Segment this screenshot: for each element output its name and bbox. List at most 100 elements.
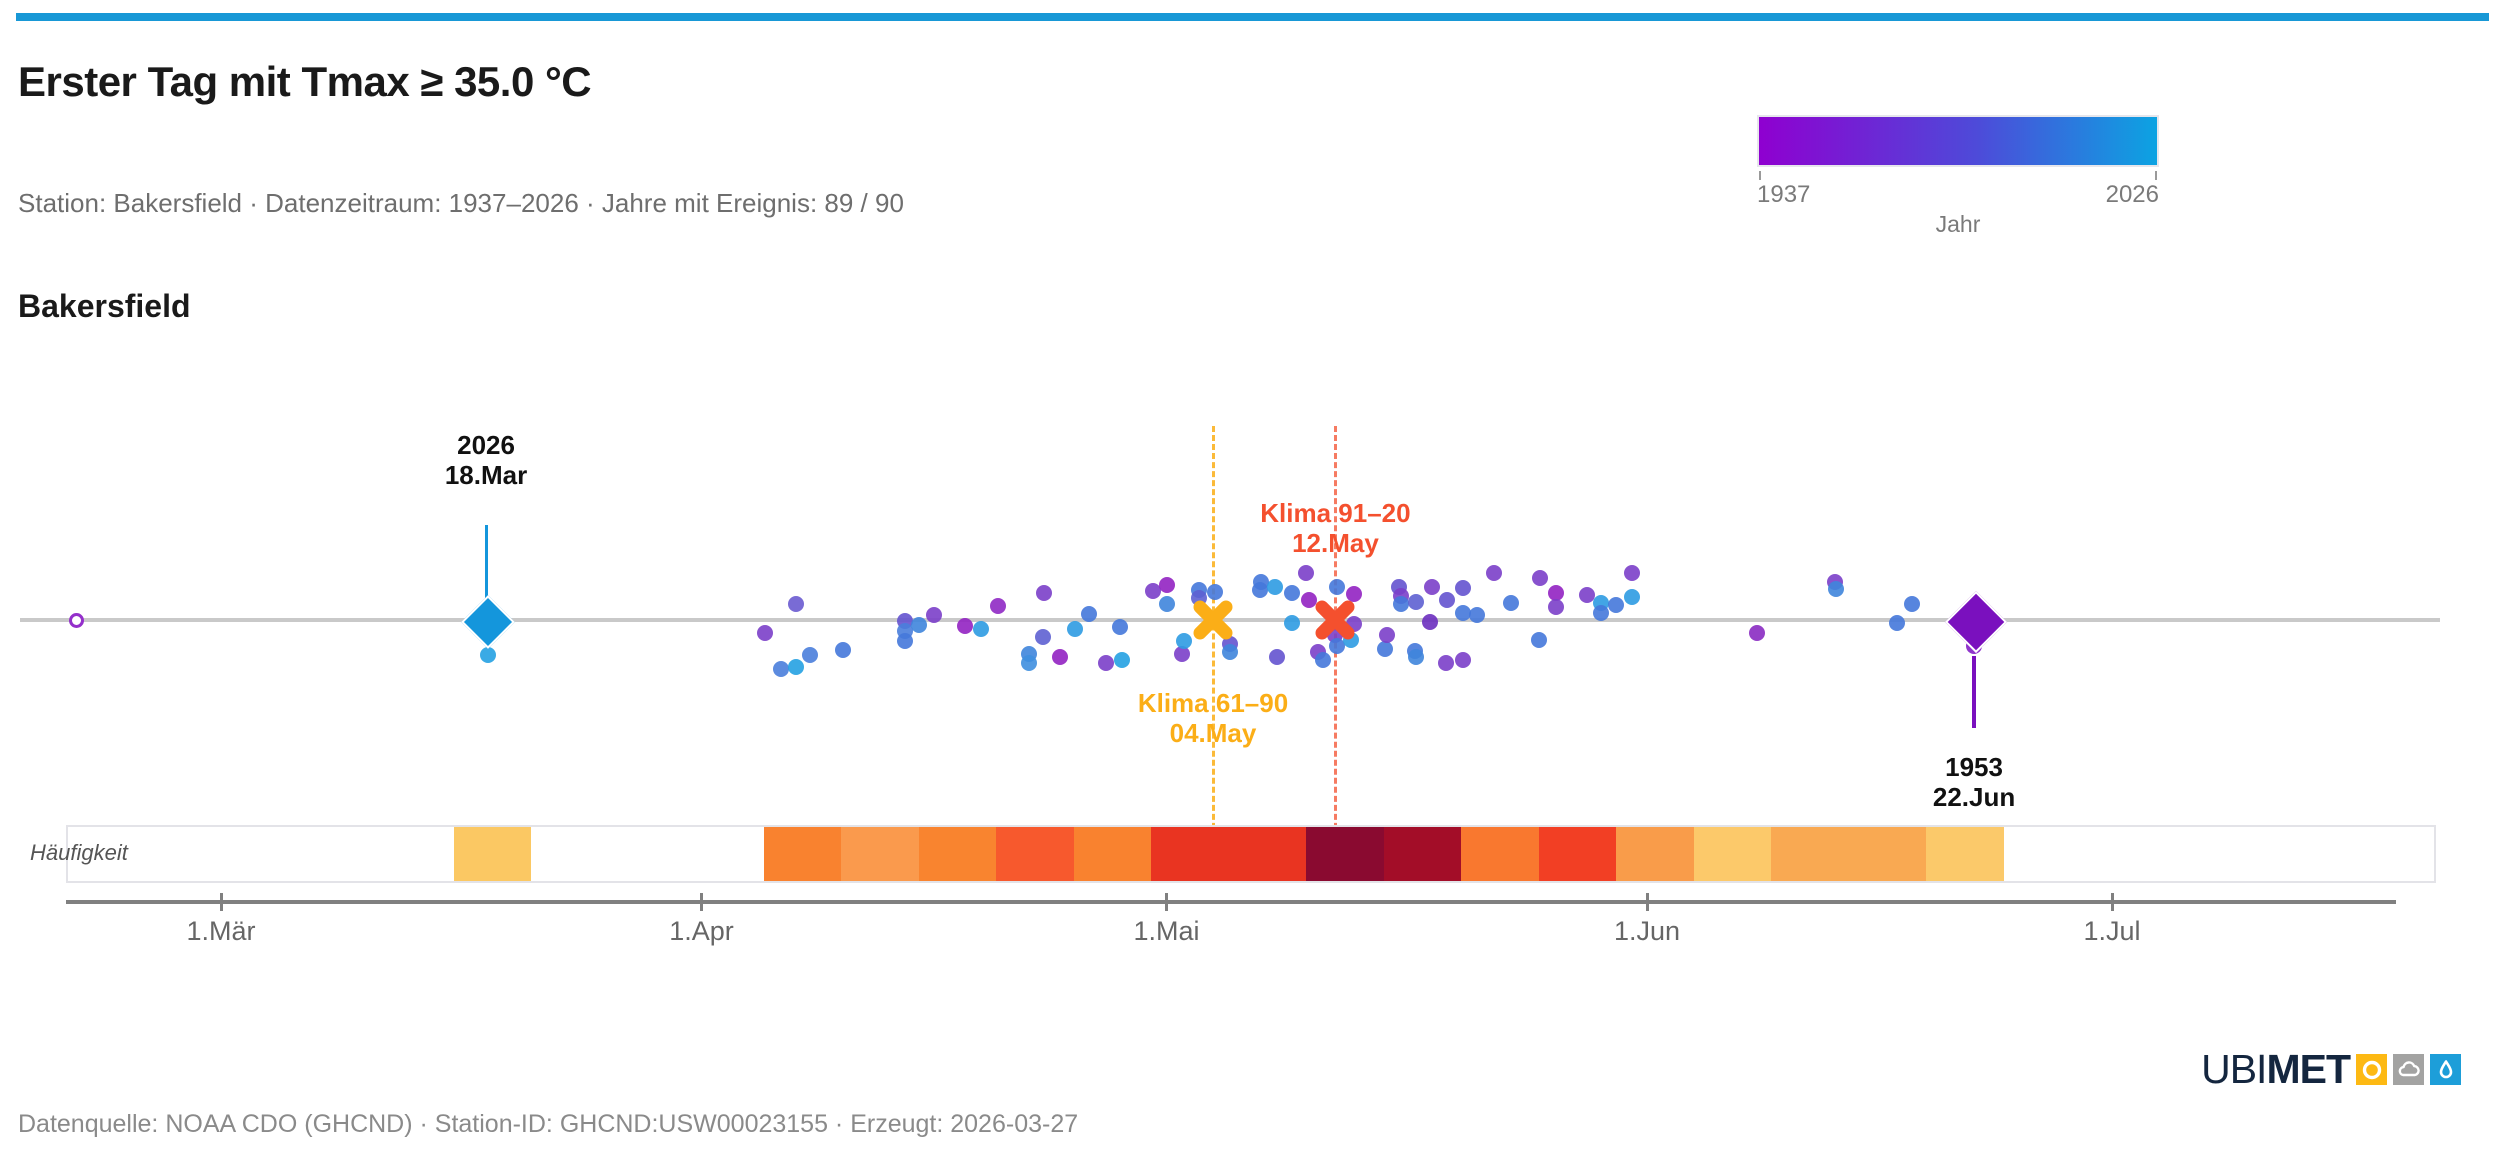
legend-axis-label: Jahr	[1935, 211, 1981, 237]
scatter-dot	[1267, 579, 1283, 595]
scatter-dot	[1530, 632, 1547, 648]
frequency-cell	[1306, 827, 1384, 881]
scatter-dot	[1422, 614, 1438, 630]
page-subtitle: Station: Bakersfield · Datenzeitraum: 19…	[18, 188, 904, 218]
klima_6190-date: 04.May	[1169, 718, 1257, 748]
frequency-cell	[1461, 827, 1539, 881]
scatter-dot	[1175, 633, 1192, 649]
record-early-label: 2026 18.Mar	[445, 430, 527, 490]
frequency-cell	[1538, 827, 1616, 881]
droplet-icon	[2430, 1054, 2461, 1085]
scatter-dot	[1144, 583, 1161, 599]
scatter-dot	[1315, 652, 1332, 668]
scatter-dot	[989, 598, 1006, 614]
scatter-dot	[1158, 577, 1175, 593]
scatter-dot	[1468, 607, 1485, 623]
axis-tick	[2110, 893, 2114, 911]
axis-tick	[1165, 893, 1168, 911]
scatter-dot	[1346, 586, 1363, 602]
frequency-label: Häufigkeit	[30, 840, 128, 865]
frequency-cell	[453, 827, 531, 881]
legend-range-labels: 1937 2026	[1757, 181, 2159, 209]
scatter-dot	[1547, 599, 1564, 615]
axis-tick-label: 1.Mai	[1133, 916, 1200, 946]
scatter-dot	[1485, 565, 1502, 581]
scatter-dot	[834, 642, 851, 658]
scatter-dot	[772, 661, 789, 677]
scatter-dot	[1378, 627, 1395, 643]
scatter-dot	[1112, 619, 1128, 635]
scatter-dot	[1888, 615, 1905, 631]
scatter-dot	[479, 647, 496, 663]
frequency-cell	[841, 827, 919, 881]
frequency-cell	[996, 827, 1074, 881]
frequency-cell	[1848, 827, 1926, 881]
logo-text-bold: MET	[2266, 1046, 2351, 1092]
scatter-dot	[1284, 615, 1301, 631]
axis-tick-label: 1.Jul	[2083, 916, 2141, 946]
scatter-dot	[1408, 649, 1425, 665]
klima_9120-label: Klima 91–20 12.May	[1260, 498, 1410, 558]
scatter-dot	[910, 617, 927, 633]
record-early-date: 18.Mar	[444, 460, 528, 490]
record-late-stem	[1972, 656, 1977, 728]
frequency-cell	[918, 827, 996, 881]
top-accent-bar	[16, 13, 2489, 21]
scatter-dot	[757, 625, 774, 641]
klima_9120-date: 12.May	[1292, 528, 1379, 558]
scatter-dot	[1081, 606, 1097, 622]
scatter-dot	[1623, 565, 1640, 581]
scatter-dot	[1206, 584, 1223, 600]
page-title: Erster Tag mit Tmax ≥ 35.0 °C	[18, 58, 592, 105]
legend-tick-start	[1759, 171, 1761, 180]
frequency-strip	[66, 825, 2436, 883]
scatter-dot	[1749, 625, 1766, 641]
scatter-dot	[896, 633, 913, 649]
legend-start-year: 1937	[1757, 181, 1811, 208]
scatter-dot	[1532, 570, 1549, 586]
scatter-dot	[788, 596, 805, 612]
legend-tick-end	[2155, 171, 2157, 180]
scatter-dot	[802, 647, 818, 663]
scatter-dot	[1454, 652, 1471, 668]
scatter-dot	[1051, 649, 1068, 665]
frequency-cell	[1616, 827, 1694, 881]
legend-end-year: 2026	[2105, 181, 2159, 208]
scatter-dot	[1423, 579, 1440, 595]
scatter-dot	[1067, 621, 1084, 637]
ubimet-logo: UBIMET	[2201, 1046, 2461, 1093]
scatter-dot	[957, 618, 973, 634]
scatter-dot	[1329, 638, 1345, 654]
scatter-dot	[1034, 629, 1051, 645]
scatter-dot	[1020, 655, 1037, 671]
record-early-year: 2026	[457, 430, 515, 460]
record-late-year: 1953	[1945, 752, 2003, 782]
scatter-dot	[1392, 596, 1409, 612]
frequency-cell	[1073, 827, 1151, 881]
station-heading: Bakersfield	[18, 288, 191, 324]
ubimet-wordmark: UBIMET	[2201, 1046, 2351, 1093]
scatter-dot	[1301, 592, 1318, 608]
scatter-dot	[1454, 605, 1471, 621]
frequency-cell	[1693, 827, 1771, 881]
scatter-dot	[1113, 652, 1130, 668]
sun-icon	[2356, 1054, 2387, 1085]
scatter-dot	[1502, 595, 1519, 611]
scatter-dot	[1439, 592, 1456, 608]
klima_6190-label: Klima 61–90 04.May	[1138, 688, 1288, 748]
scatter-dot	[1098, 655, 1115, 671]
klima_6190-x-marker	[1189, 596, 1237, 644]
scatter-dot	[1547, 585, 1564, 601]
klima_9120-refline	[1333, 426, 1337, 883]
scatter-dot	[926, 607, 942, 623]
scatter-dot	[1298, 565, 1314, 581]
scatter-dot	[1623, 589, 1640, 605]
no-event-marker	[69, 612, 85, 628]
record-late-label: 1953 22.Jun	[1933, 752, 2015, 812]
frequency-cell	[1383, 827, 1461, 881]
klima_9120-name: Klima 91–20	[1260, 498, 1411, 528]
klima_9120-x-marker	[1311, 596, 1359, 644]
year-color-legend: 1937 2026 Jahr	[1757, 115, 2159, 238]
